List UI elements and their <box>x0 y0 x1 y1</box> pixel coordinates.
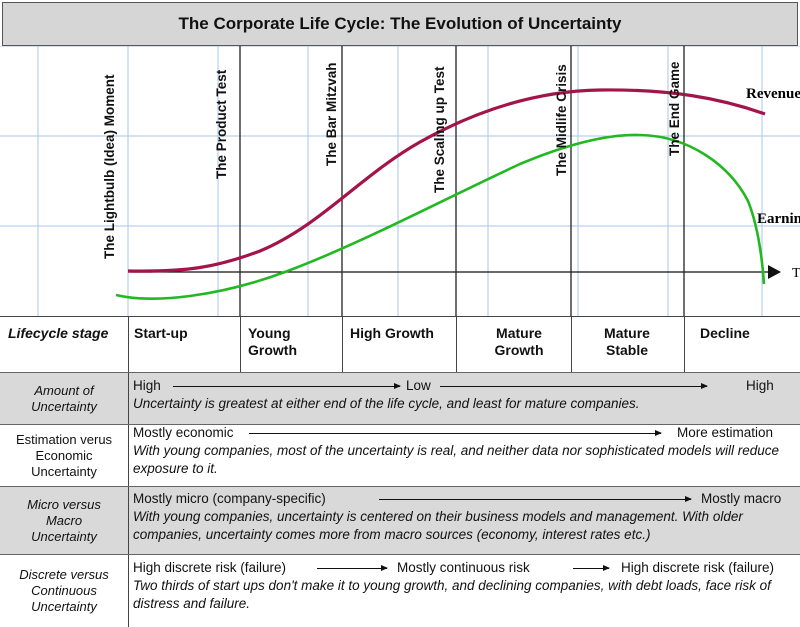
milestone-product-test: The Product Test <box>214 69 229 179</box>
row-label: Micro versus Macro Uncertainty <box>27 496 101 544</box>
chart-grid <box>0 46 800 316</box>
milestone-midlife-crisis: The Midlife Crisis <box>554 64 569 176</box>
scale-arrow <box>249 430 662 436</box>
time-axis-arrowhead <box>768 265 781 279</box>
stage-dividers <box>239 46 685 316</box>
stage-high-growth: High Growth <box>350 325 434 341</box>
earnings-label: Earnings <box>757 211 800 227</box>
scale-arrow <box>173 383 401 389</box>
revenue-label: Revenue <box>746 86 800 102</box>
scale-start: Mostly economic <box>133 425 234 440</box>
row-description: With young companies, uncertainty is cen… <box>133 509 743 542</box>
scale-arrow <box>379 496 692 502</box>
row-micro-vs-macro: Micro versus Macro Uncertainty Mostly mi… <box>0 486 800 555</box>
estimation-scale: Mostly economic More estimation <box>133 424 798 442</box>
stage-young-growth: Young Growth <box>248 325 297 358</box>
stage-mature-stable: Mature Stable <box>604 325 650 358</box>
row-label: Estimation verus Economic Uncertainty <box>15 431 113 479</box>
row-amount-of-uncertainty: Amount of Uncertainty High Low High Unce… <box>0 372 800 425</box>
row-label: Amount of Uncertainty <box>31 382 97 414</box>
micro-macro-scale: Mostly micro (company-specific) Mostly m… <box>133 490 798 508</box>
stage-start-up: Start-up <box>134 325 188 341</box>
scale-arrow <box>317 565 388 571</box>
row-discrete-vs-continuous: Discrete versus Continuous Uncertainty H… <box>0 554 800 627</box>
scale-start: High discrete risk (failure) <box>133 560 287 575</box>
figure-title: The Corporate Life Cycle: The Evolution … <box>2 2 798 46</box>
revenue-curve <box>127 88 766 273</box>
milestone-scaling-up: The Scaling up Test <box>432 66 447 193</box>
scale-end: High <box>746 378 774 393</box>
milestone-bar-mitzvah: The Bar Mitzvah <box>324 62 339 166</box>
scale-mid: Mostly continuous risk <box>397 560 530 575</box>
row-description: Uncertainty is greatest at either end of… <box>133 396 640 411</box>
milestone-end-game: The End Game <box>667 61 682 156</box>
milestone-lightbulb: The Lightbulb (Idea) Moment <box>102 74 117 259</box>
uncertainty-scale: High Low High <box>133 377 798 395</box>
discrete-continuous-scale: High discrete risk (failure) Mostly cont… <box>133 559 798 577</box>
time-axis-label: T <box>792 266 800 281</box>
row-description: Two thirds of start ups don't make it to… <box>133 578 771 611</box>
stage-mature-growth: Mature Growth <box>494 325 544 358</box>
scale-start: Mostly micro (company-specific) <box>133 491 326 506</box>
scale-end: More estimation <box>677 425 774 440</box>
scale-start: High <box>133 378 161 393</box>
row-estimation-vs-economic: Estimation verus Economic Uncertainty Mo… <box>0 424 800 487</box>
scale-mid: Low <box>406 378 431 393</box>
lifecycle-stage-row: Lifecycle stage Start-up Young Growth Hi… <box>0 316 800 373</box>
earnings-curve <box>115 133 766 300</box>
scale-end: High discrete risk (failure) <box>621 560 775 575</box>
life-cycle-chart: T Revenue Earnings The Lightbulb (Idea) … <box>0 46 800 316</box>
stage-decline: Decline <box>700 325 750 341</box>
lifecycle-stage-header: Lifecycle stage <box>8 325 109 341</box>
scale-arrow <box>440 383 708 389</box>
scale-arrow <box>573 565 610 571</box>
row-label: Discrete versus Continuous Uncertainty <box>19 566 109 614</box>
row-description: With young companies, most of the uncert… <box>133 443 779 476</box>
scale-end: Mostly macro <box>701 491 782 506</box>
